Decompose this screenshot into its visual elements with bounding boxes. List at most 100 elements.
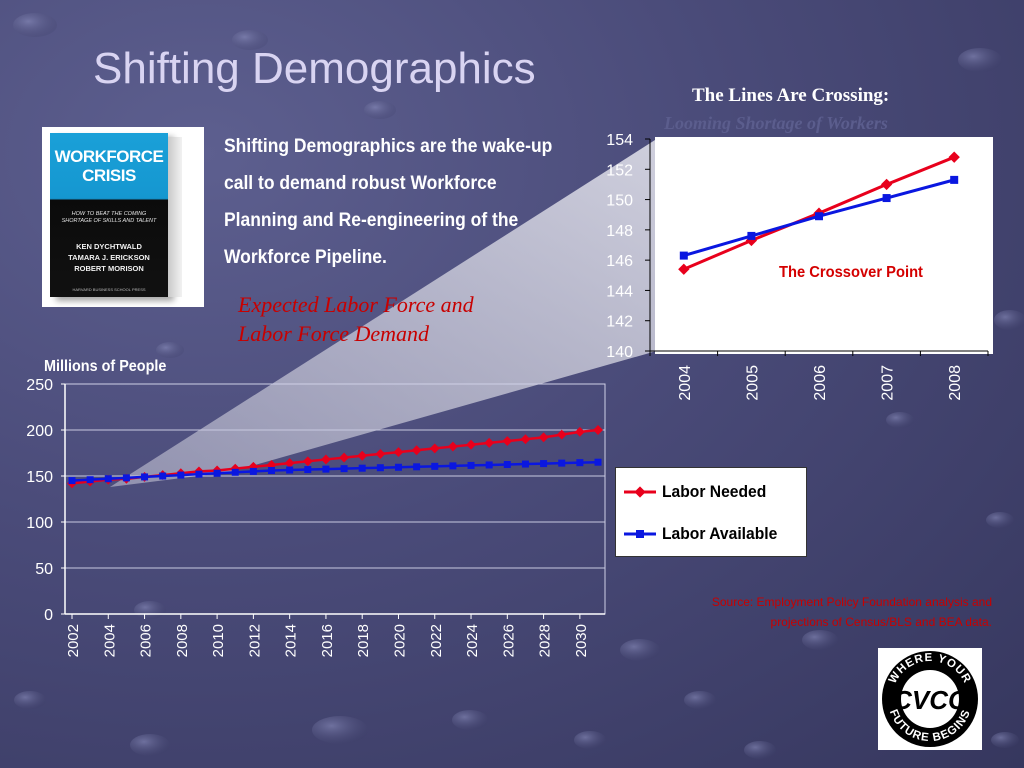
x-tick-label: 2016 [319, 624, 336, 657]
labor-needed-marker-icon [624, 486, 656, 498]
y-tick-label: 100 [26, 515, 53, 532]
y-tick-label: 250 [26, 377, 53, 394]
book-front: WORKFORCE CRISIS HOW TO BEAT THE COMING … [50, 133, 168, 297]
inset-y-tick-label: 140 [606, 344, 633, 361]
data-point [431, 462, 439, 470]
inset-x-tick-label: 2005 [744, 365, 761, 401]
logo-mark: CVCC [893, 685, 968, 715]
book-author: TAMARA J. ERICKSON [68, 253, 150, 262]
y-tick-label: 0 [44, 607, 53, 624]
data-point [558, 459, 566, 467]
chart-legend: Labor Needed Labor Available [615, 467, 807, 557]
data-point [320, 454, 331, 465]
x-tick-label: 2018 [355, 624, 372, 657]
data-point [322, 465, 330, 473]
x-tick-label: 2014 [283, 624, 300, 657]
data-point [429, 443, 440, 454]
inset-x-tick-label: 2008 [947, 365, 964, 401]
x-tick-label: 2012 [246, 624, 263, 657]
inset-data-point [815, 212, 823, 221]
x-tick-label: 2026 [500, 624, 517, 657]
data-point [467, 461, 475, 469]
inset-data-point [948, 151, 960, 163]
data-point [302, 456, 313, 467]
data-point [393, 447, 404, 458]
inset-y-tick-label: 152 [606, 162, 633, 179]
inset-y-tick-label: 144 [606, 283, 633, 300]
legend-item-labor-needed: Labor Needed [624, 481, 775, 503]
inset-data-point [880, 178, 893, 191]
crossover-label: The Crossover Point [779, 264, 923, 281]
data-point [177, 471, 185, 479]
callout-line: Labor Force Demand [238, 321, 430, 346]
data-point [268, 466, 276, 474]
x-tick-label: 2022 [428, 624, 445, 657]
x-tick-label: 2010 [210, 624, 227, 657]
x-tick-label: 2004 [101, 624, 118, 657]
x-tick-label: 2024 [464, 624, 481, 657]
inset-y-tick-label: 142 [606, 314, 633, 331]
data-point [466, 439, 476, 450]
book-publisher: HARVARD BUSINESS SCHOOL PRESS [72, 287, 146, 292]
legend-item-labor-available: Labor Available [624, 523, 787, 545]
data-point [556, 429, 567, 440]
data-point [231, 468, 239, 476]
source-line: Source: Employment Policy Foundation ana… [711, 595, 992, 609]
x-tick-label: 2002 [65, 624, 82, 657]
data-point [122, 474, 130, 482]
legend-label: Labor Needed [662, 482, 767, 501]
inset-x-tick-label: 2006 [812, 365, 829, 401]
labor-available-marker-icon [624, 530, 656, 538]
book-subtitle: HOW TO BEAT THE COMING SHORTAGE OF SKILL… [58, 211, 160, 225]
source-line: projections of Census/BLS and BEA data. [770, 615, 992, 629]
data-point [594, 458, 602, 466]
inset-chart-subheading: Looming Shortage of Workers [664, 113, 888, 133]
chart-callout: Expected Labor Force and Labor Force Dem… [238, 290, 558, 348]
inset-data-point [882, 194, 891, 203]
data-point [540, 460, 548, 468]
data-point [159, 472, 167, 480]
data-point [339, 452, 350, 463]
data-point [340, 465, 348, 473]
data-point [357, 450, 368, 461]
source-note: Source: Employment Policy Foundation ana… [640, 592, 992, 632]
intro-text: Shifting Demographics are the wake-up ca… [224, 136, 553, 268]
data-point [574, 426, 585, 437]
data-point [104, 475, 112, 483]
data-point [304, 466, 312, 474]
book-subtitle-line: HOW TO BEAT THE COMING [71, 211, 147, 217]
inset-y-tick-label: 154 [606, 132, 633, 149]
data-point [538, 432, 549, 443]
data-point [375, 448, 386, 459]
data-point [447, 441, 458, 452]
book-author: ROBERT MORISON [74, 264, 144, 273]
inset-chart-heading: The Lines Are Crossing: [692, 85, 890, 106]
x-tick-label: 2008 [174, 624, 191, 657]
cvcc-logo: WHERE YOUR FUTURE BEGINS CVCC [878, 648, 982, 750]
data-point [195, 470, 203, 478]
y-tick-label: 200 [26, 423, 53, 440]
data-point [593, 425, 603, 435]
inset-y-tick-label: 146 [606, 253, 633, 270]
data-point [411, 445, 422, 456]
callout-line: Expected Labor Force and [238, 292, 474, 317]
book-subtitle-line: SHORTAGE OF SKILLS AND TALENT [61, 218, 157, 224]
data-point [520, 434, 531, 445]
book-authors: KEN DYCHTWALD TAMARA J. ERICKSON ROBERT … [54, 241, 164, 274]
inset-data-point [678, 263, 690, 275]
x-tick-label: 2028 [537, 624, 554, 657]
data-point [485, 461, 493, 469]
inset-data-point [747, 231, 756, 240]
inset-x-tick-label: 2007 [880, 365, 897, 401]
data-point [86, 476, 94, 484]
book-spine [168, 137, 182, 297]
y-tick-label: 50 [35, 561, 53, 578]
data-point [358, 464, 366, 472]
book-title-line: WORKFORCE [54, 147, 164, 166]
y-axis-title: Millions of People [44, 358, 167, 375]
data-point [286, 466, 294, 474]
inset-x-tick-label: 2004 [677, 365, 694, 401]
